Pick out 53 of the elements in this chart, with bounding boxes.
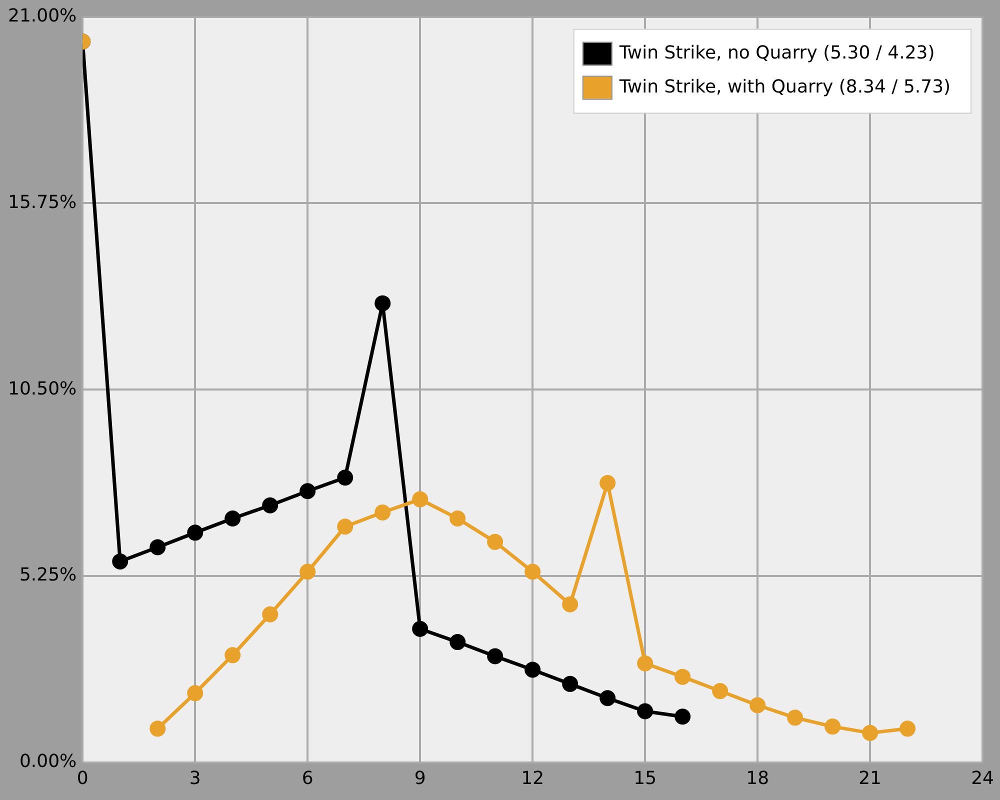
- x-tick-label: 6: [302, 768, 314, 789]
- y-tick-label: 0.00%: [19, 751, 77, 772]
- point: [637, 703, 654, 720]
- point: [337, 518, 354, 535]
- x-tick-label: 12: [521, 768, 544, 789]
- point: [337, 470, 354, 486]
- point: [262, 606, 278, 622]
- point: [300, 483, 316, 500]
- x-tick-label: 18: [746, 768, 770, 789]
- point: [862, 724, 878, 741]
- point: [524, 564, 541, 580]
- y-tick-label: 21.00%: [8, 5, 77, 26]
- point: [224, 647, 241, 664]
- point: [562, 596, 578, 612]
- x-tick-label: 3: [189, 768, 201, 789]
- point: [262, 497, 278, 514]
- point: [412, 491, 428, 508]
- point: [187, 685, 204, 702]
- point: [637, 655, 654, 672]
- point: [750, 697, 766, 714]
- legend-label: Twin Strike, with Quarry (8.34 / 5.73): [618, 76, 951, 98]
- y-tick-label: 5.25%: [19, 564, 77, 586]
- point: [524, 662, 541, 678]
- y-tick-label: 15.75%: [8, 192, 77, 213]
- x-tick-label: 24: [971, 768, 994, 789]
- point: [674, 708, 691, 725]
- point: [112, 553, 128, 570]
- point: [674, 668, 691, 685]
- point: [487, 648, 504, 664]
- point: [374, 504, 391, 520]
- point: [787, 710, 804, 726]
- x-tick-label: 0: [76, 768, 88, 789]
- point: [150, 720, 166, 737]
- point: [712, 683, 728, 700]
- y-tick-label: 10.50%: [8, 378, 77, 400]
- point: [300, 564, 316, 580]
- point: [824, 718, 841, 735]
- x-tick-label: 9: [414, 768, 426, 789]
- legend-label: Twin Strike, no Quarry (5.30 / 4.23): [618, 42, 935, 64]
- point: [187, 524, 204, 541]
- point: [600, 474, 616, 491]
- point: [562, 676, 578, 692]
- point: [150, 539, 166, 556]
- x-tick-label: 21: [858, 768, 882, 789]
- point: [450, 510, 466, 526]
- point: [412, 620, 428, 637]
- point: [600, 690, 616, 706]
- x-tick-label: 15: [634, 768, 657, 789]
- point: [374, 295, 391, 312]
- point: [224, 510, 241, 526]
- point: [450, 634, 466, 650]
- point: [487, 534, 504, 550]
- point: [900, 720, 916, 737]
